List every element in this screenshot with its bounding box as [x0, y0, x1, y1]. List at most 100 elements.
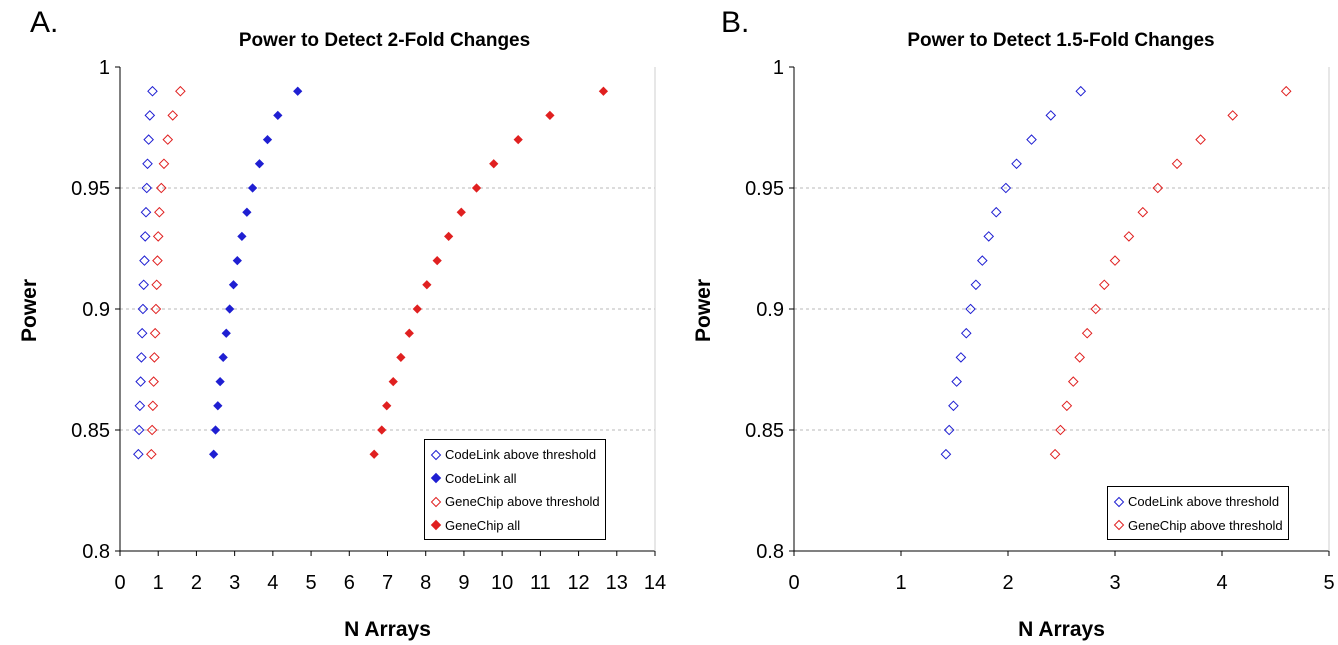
chart-title-b: Power to Detect 1.5-Fold Changes	[907, 30, 1215, 51]
y-axis-label-b: Power	[692, 278, 715, 342]
data-point	[545, 110, 555, 121]
data-point	[432, 255, 442, 266]
data-point	[237, 231, 247, 242]
chart-title-a: Power to Detect 2-Fold Changes	[238, 30, 531, 51]
x-tick-label: 3	[229, 572, 240, 594]
data-point	[444, 231, 454, 242]
y-tick-label: 1	[99, 57, 110, 79]
y-tick-label: 0.95	[745, 178, 784, 200]
legend-b: CodeLink above threshold GeneChip above t…	[1107, 486, 1289, 540]
data-point	[247, 183, 258, 193]
data-point	[1280, 85, 1292, 97]
data-point	[262, 134, 273, 145]
data-point	[388, 376, 398, 387]
data-point	[136, 352, 147, 363]
data-point	[148, 376, 159, 387]
data-point	[232, 255, 242, 266]
legend-marker	[430, 496, 442, 508]
legend-item: CodeLink above threshold	[1113, 490, 1283, 514]
y-tick-label: 1	[773, 57, 784, 79]
data-point	[139, 231, 151, 242]
legend-marker	[1113, 519, 1125, 531]
data-point	[147, 400, 159, 412]
data-point	[158, 158, 170, 170]
data-point	[1067, 376, 1079, 387]
legend-label: GeneChip above threshold	[445, 494, 600, 510]
data-point	[225, 304, 235, 314]
data-point	[134, 400, 146, 412]
data-point	[412, 304, 422, 314]
x-tick-label: 12	[567, 572, 589, 594]
data-point	[135, 376, 146, 387]
x-tick-label: 2	[191, 572, 202, 594]
legend-label: CodeLink all	[445, 470, 517, 486]
data-point	[138, 279, 149, 291]
x-tick-label: 14	[644, 572, 666, 594]
y-tick-label: 0.85	[745, 420, 784, 442]
data-point	[215, 376, 225, 387]
data-point	[1152, 182, 1164, 194]
data-point	[1049, 448, 1061, 460]
data-point	[977, 255, 988, 266]
legend-label: CodeLink above threshold	[1128, 494, 1280, 510]
data-point	[137, 303, 149, 315]
legend-label: GeneChip all	[445, 517, 521, 533]
data-point	[1098, 279, 1110, 291]
data-point	[1227, 110, 1239, 121]
data-point	[273, 110, 283, 121]
data-point	[144, 110, 156, 121]
y-tick-label: 0.8	[756, 541, 784, 563]
data-point	[513, 134, 523, 145]
data-point	[955, 352, 967, 363]
data-point	[155, 182, 167, 194]
x-tick-label: 0	[788, 572, 799, 594]
data-point	[471, 183, 482, 193]
legend-label: GeneChip above threshold	[1128, 517, 1283, 533]
y-tick-label: 0.9	[82, 299, 110, 321]
data-point	[210, 425, 221, 435]
data-point	[948, 400, 959, 412]
x-tick-label: 3	[1109, 572, 1120, 594]
x-tick-label: 1	[153, 572, 164, 594]
data-point	[990, 206, 1002, 218]
data-point	[133, 424, 145, 436]
data-point	[213, 401, 223, 411]
data-point	[965, 303, 976, 315]
data-point	[242, 207, 252, 217]
data-point	[943, 424, 955, 436]
data-point	[175, 85, 186, 97]
data-point	[1026, 134, 1037, 145]
data-point	[143, 134, 154, 145]
data-point	[1045, 110, 1057, 121]
legend-marker	[430, 472, 442, 484]
data-point	[218, 352, 228, 363]
data-point	[150, 303, 162, 315]
y-axis-label-a: Power	[18, 278, 41, 342]
data-point	[1090, 303, 1102, 315]
x-tick-label: 4	[1216, 572, 1227, 594]
legend-item: CodeLink all	[430, 467, 600, 491]
data-point	[147, 85, 158, 97]
x-tick-label: 0	[114, 572, 125, 594]
data-point	[146, 424, 158, 436]
x-tick-label: 11	[530, 572, 551, 594]
data-point	[151, 279, 162, 291]
data-point	[139, 255, 150, 266]
data-point	[404, 328, 414, 338]
legend-a: CodeLink above threshold CodeLink all Gene…	[424, 439, 606, 540]
x-tick-label: 1	[895, 572, 906, 594]
data-point	[146, 448, 157, 460]
x-tick-label: 5	[1323, 572, 1334, 594]
data-point	[162, 134, 174, 145]
legend-marker	[430, 449, 442, 461]
data-point	[293, 86, 303, 96]
legend-item: GeneChip all	[430, 514, 600, 538]
data-point	[382, 401, 392, 411]
data-point	[141, 182, 153, 194]
x-tick-label: 9	[458, 572, 469, 594]
data-point	[152, 231, 164, 242]
x-tick-label: 2	[1002, 572, 1013, 594]
data-point	[209, 449, 219, 459]
data-point	[1109, 255, 1121, 266]
data-point	[1123, 231, 1135, 242]
